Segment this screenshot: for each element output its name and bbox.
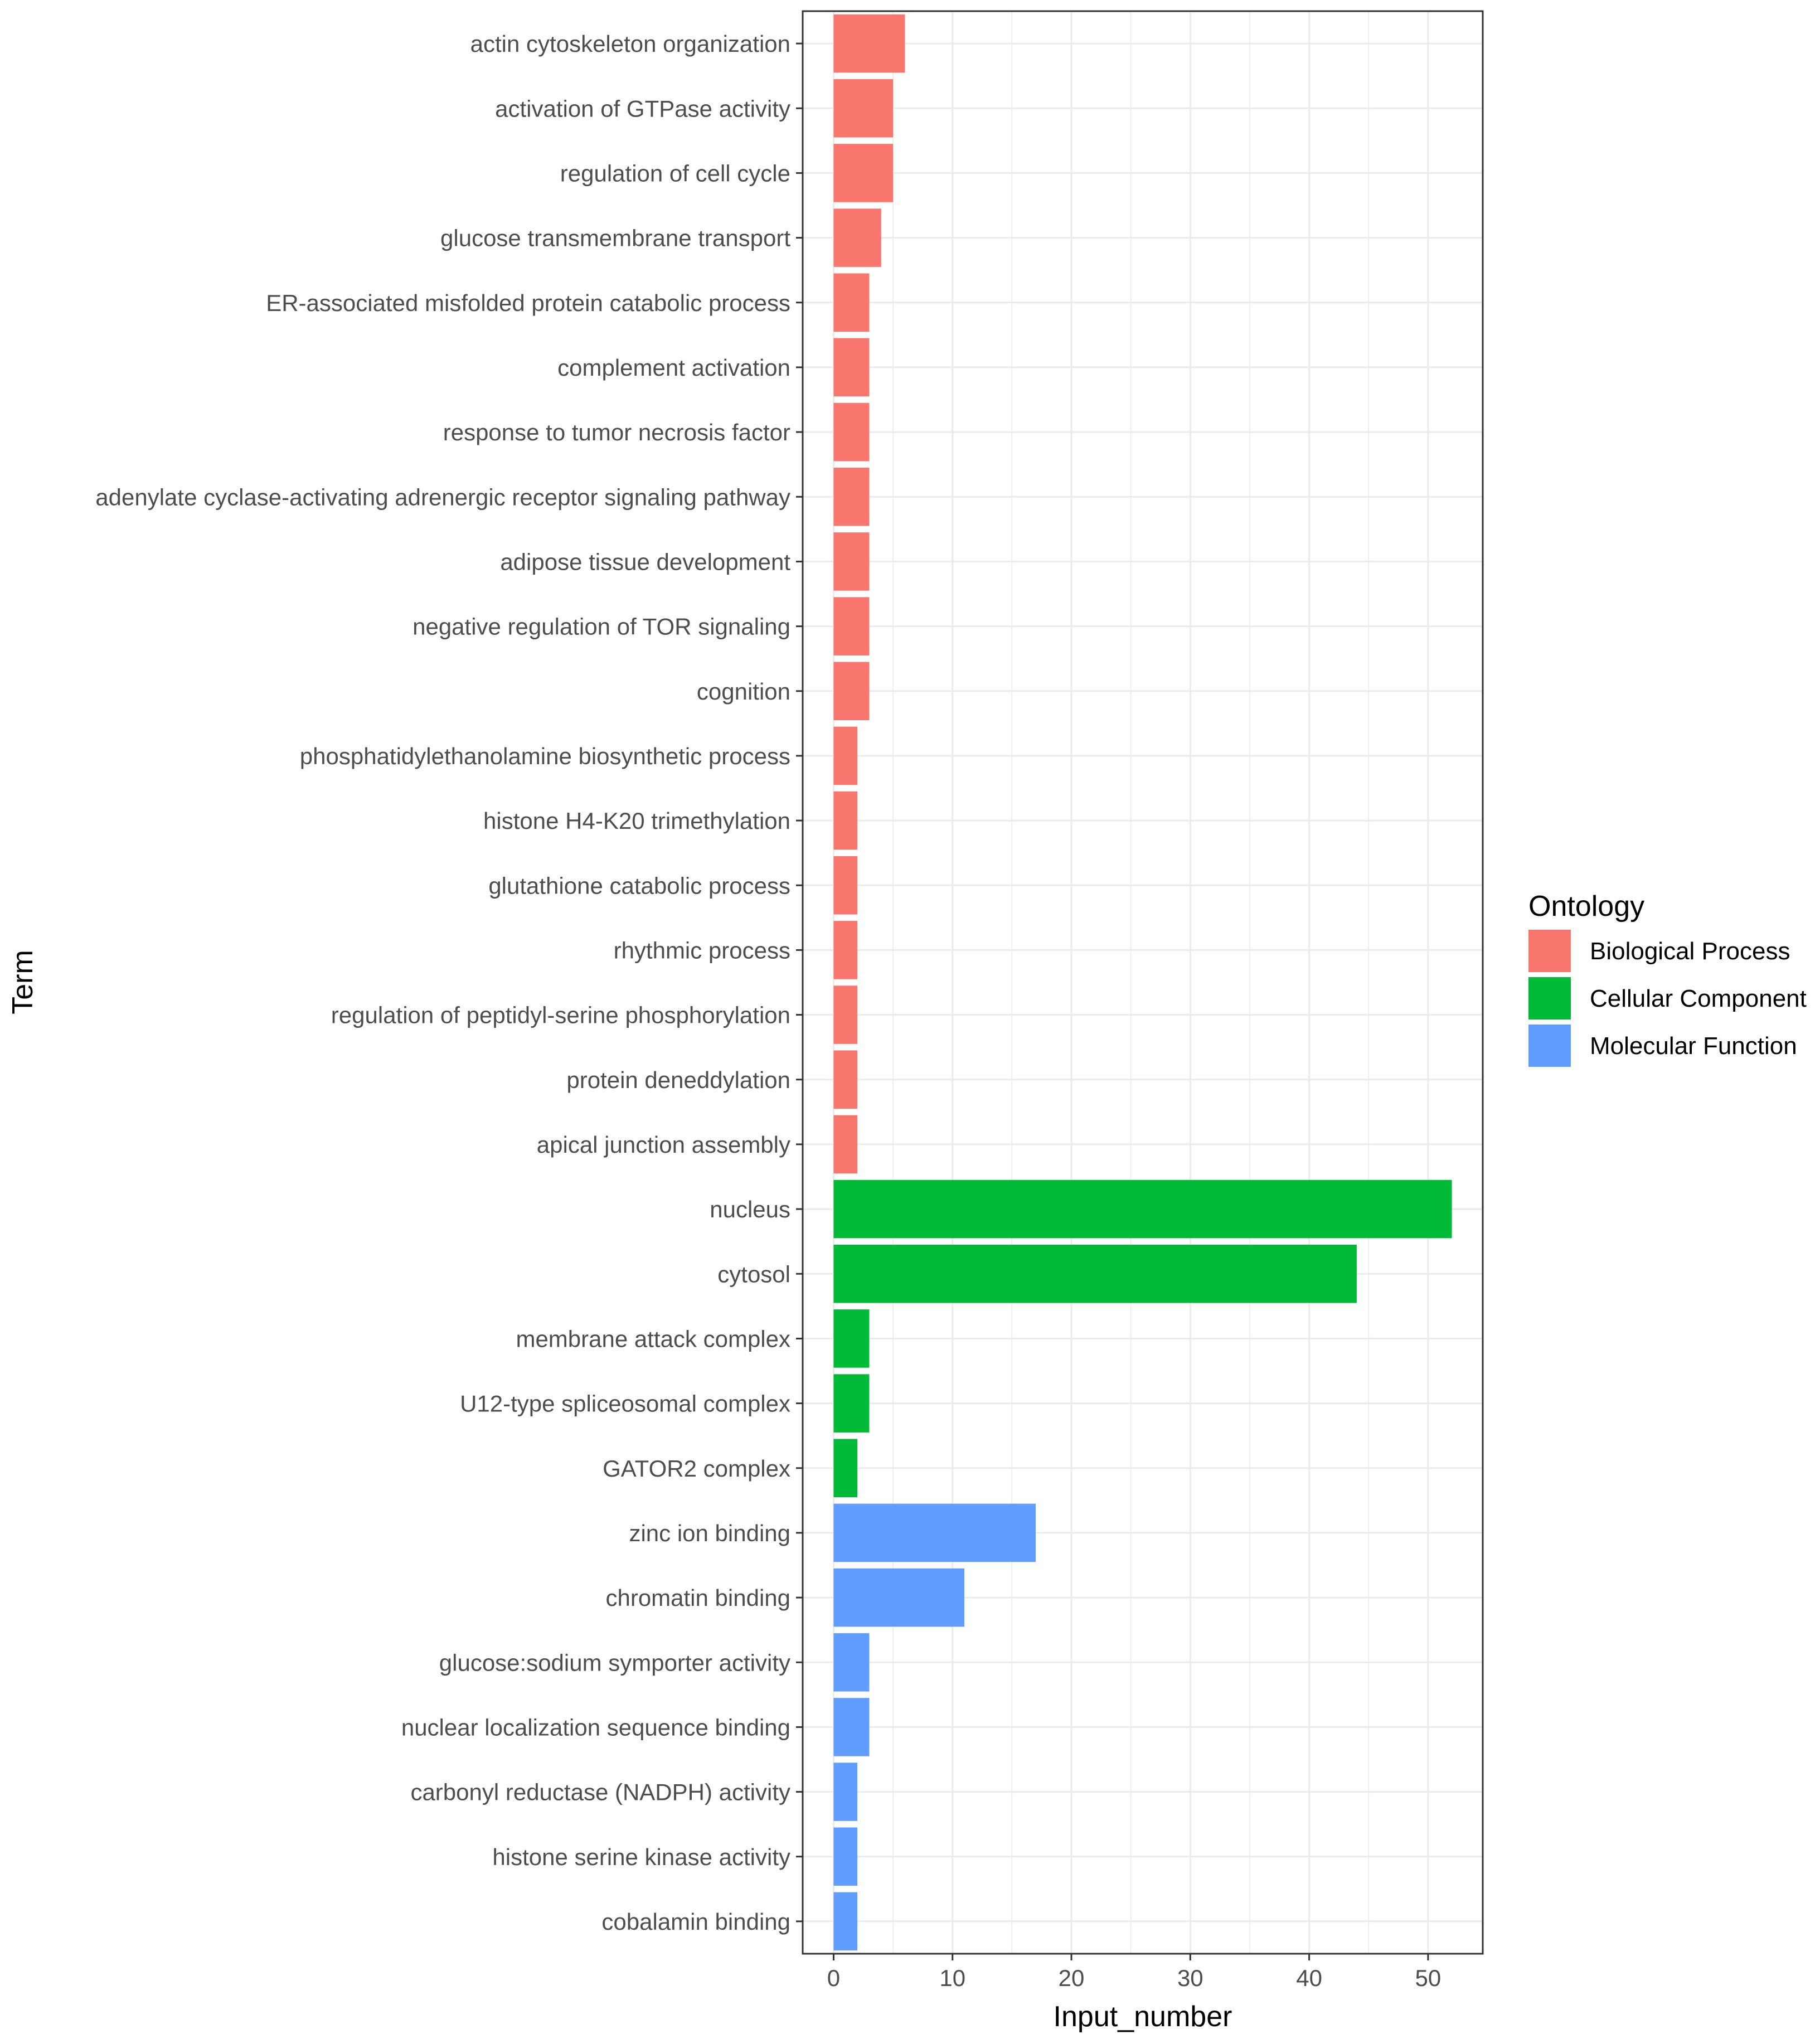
y-tick-label: glutathione catabolic process (488, 872, 790, 899)
bar (833, 144, 894, 202)
bar (833, 1309, 870, 1368)
y-tick-label: regulation of peptidyl-serine phosphoryl… (331, 1002, 790, 1028)
y-axis-title: Term (7, 950, 39, 1014)
bar (833, 208, 881, 267)
y-tick-label: apical junction assembly (537, 1132, 790, 1158)
legend-title: Ontology (1528, 890, 1644, 923)
y-tick-label: activation of GTPase activity (495, 95, 790, 122)
legend-label: Biological Process (1590, 938, 1790, 965)
y-tick-label: adipose tissue development (500, 548, 790, 575)
x-tick-label: 0 (827, 1965, 840, 1991)
bars (833, 14, 1452, 1951)
plot-border (802, 10, 1484, 1955)
y-tick-label: rhythmic process (614, 937, 790, 963)
x-axis: 0 10 20 30 40 50 (827, 1954, 1441, 1991)
plot-background (803, 11, 1483, 1954)
y-tick-label: cognition (697, 678, 790, 705)
bar (833, 273, 870, 332)
y-tick-label: U12-type spliceosomal complex (460, 1391, 790, 1417)
legend-label: Molecular Function (1590, 1032, 1797, 1060)
y-tick-label: carbonyl reductase (NADPH) activity (410, 1779, 790, 1805)
bar (833, 1698, 870, 1756)
x-tick-label: 20 (1059, 1965, 1085, 1991)
x-tick-label: 30 (1177, 1965, 1203, 1991)
y-tick-label: negative regulation of TOR signaling (412, 614, 790, 640)
y-tick-label: protein deneddylation (566, 1067, 790, 1093)
y-tick-label: complement activation (557, 355, 790, 381)
bar (833, 726, 858, 785)
bar (833, 1827, 858, 1886)
bar (833, 1374, 870, 1433)
legend-key (1528, 930, 1571, 972)
y-tick-label: glucose:sodium symporter activity (439, 1649, 790, 1676)
legend-label: Cellular Component (1590, 985, 1807, 1012)
bar (833, 338, 870, 397)
y-tick-label: phosphatidylethanolamine biosynthetic pr… (300, 743, 790, 769)
bar (833, 1633, 870, 1692)
y-tick-label: zinc ion binding (629, 1520, 790, 1546)
y-tick-label: glucose transmembrane transport (440, 225, 790, 251)
bar (833, 921, 858, 979)
y-tick-label: cytosol (717, 1261, 790, 1287)
x-tick-label: 50 (1415, 1965, 1442, 1991)
legend-key (1528, 1025, 1571, 1067)
y-tick-label: regulation of cell cycle (560, 160, 790, 186)
bar (833, 1892, 858, 1951)
bar (833, 1763, 858, 1821)
bar (833, 1050, 858, 1109)
y-tick-label: adenylate cyclase-activating adrenergic … (95, 484, 790, 510)
y-tick-label: nucleus (710, 1196, 790, 1222)
y-tick-label: histone serine kinase activity (492, 1844, 790, 1870)
y-tick-label: actin cytoskeleton organization (470, 31, 790, 57)
x-tick-label: 40 (1296, 1965, 1322, 1991)
bar (833, 1503, 1036, 1562)
legend: Ontology Biological Process Cellular Comp… (1528, 890, 1807, 1067)
y-tick-label: nuclear localization sequence binding (401, 1714, 790, 1740)
y-tick-label: GATOR2 complex (603, 1455, 790, 1482)
bar (833, 467, 870, 526)
x-tick-label: 10 (939, 1965, 965, 1991)
bar (833, 1115, 858, 1174)
y-tick-label: cobalamin binding (601, 1909, 790, 1935)
bar (833, 1568, 965, 1627)
bar (833, 597, 870, 656)
bar (833, 402, 870, 462)
y-tick-label: membrane attack complex (516, 1326, 790, 1352)
bar (833, 856, 858, 915)
y-tick-label: response to tumor necrosis factor (443, 419, 790, 445)
y-tick-label: chromatin binding (605, 1585, 790, 1611)
y-tick-label: histone H4-K20 trimethylation (483, 808, 790, 834)
x-axis-title: Input_number (1054, 2001, 1232, 2033)
bar (833, 1244, 1357, 1303)
bar (833, 1439, 858, 1498)
bar (833, 14, 905, 73)
grid-lines (803, 11, 1483, 1954)
bar (833, 662, 870, 721)
bar (833, 985, 858, 1044)
bar (833, 79, 894, 138)
bar (833, 532, 870, 591)
bar (833, 791, 858, 850)
y-tick-label: ER-associated misfolded protein cataboli… (266, 290, 790, 316)
y-axis: actin cytoskeleton organization activatio… (95, 31, 803, 1935)
bar (833, 1179, 1452, 1239)
legend-key (1528, 977, 1571, 1019)
